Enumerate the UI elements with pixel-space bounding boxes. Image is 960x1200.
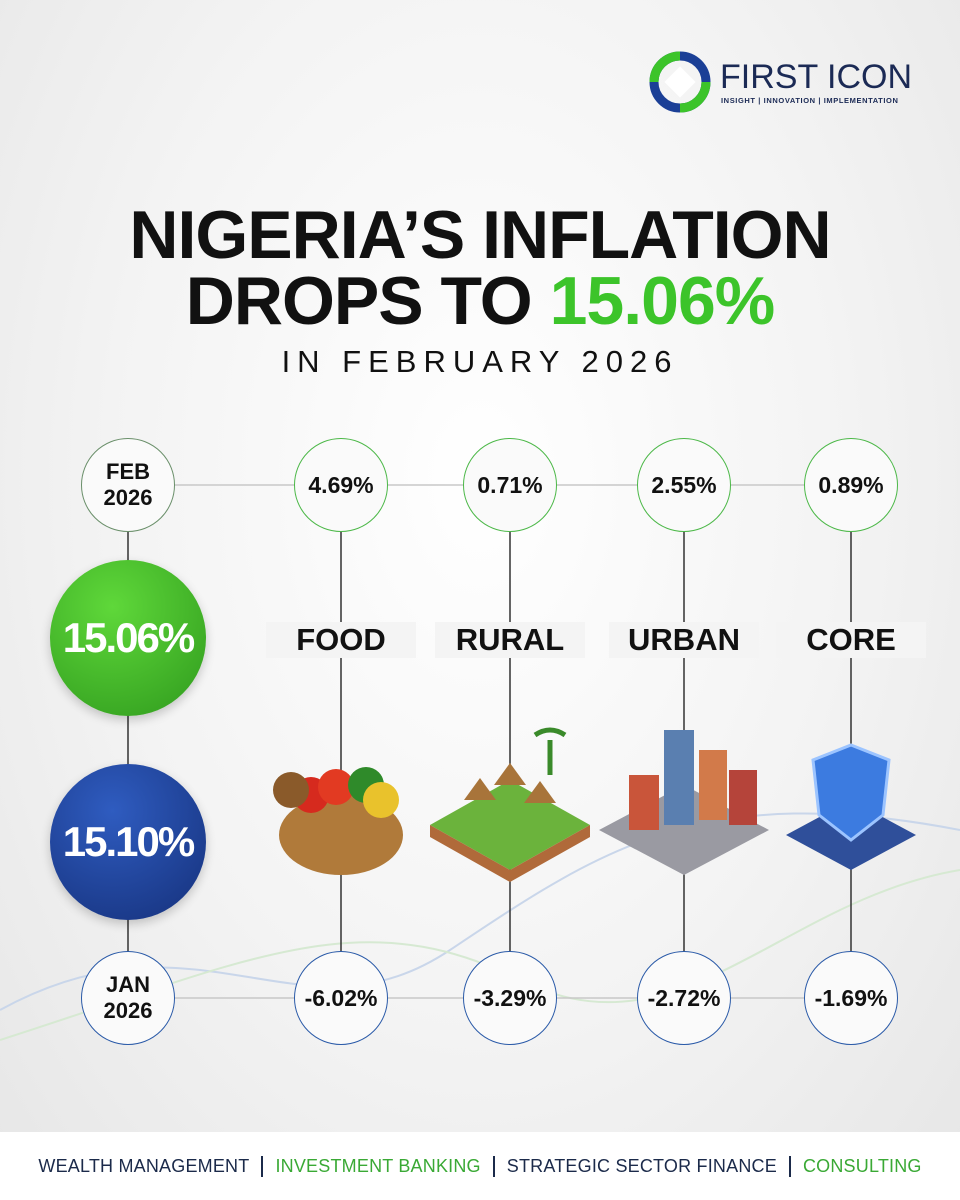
service: INVESTMENT BANKING <box>261 1155 492 1177</box>
headline-line: NIGERIA’S INFLATION <box>129 197 831 273</box>
month: FEB <box>106 459 150 484</box>
current-value: 4.69% <box>294 438 388 532</box>
previous-value: -3.29% <box>463 951 557 1045</box>
indicator-label: CORE <box>776 622 926 658</box>
hut <box>524 781 556 803</box>
previous-value: -6.02% <box>294 951 388 1045</box>
land <box>430 780 590 870</box>
current-value: 0.89% <box>804 438 898 532</box>
logo-name: FIRST ICON <box>720 58 913 96</box>
indicator-icon <box>430 727 590 882</box>
service: CONSULTING <box>788 1155 934 1177</box>
indicator-label: URBAN <box>609 622 759 658</box>
footer: WEALTH MANAGEMENT INVESTMENT BANKING STRAT… <box>0 1132 960 1200</box>
building <box>699 750 727 820</box>
logo-tagline: INSIGHT | INNOVATION | IMPLEMENTATION <box>721 96 899 105</box>
land-side <box>430 825 590 882</box>
previous-value: -1.69% <box>804 951 898 1045</box>
indicator-label: FOOD <box>266 622 416 658</box>
headline-highlight: 15.06% <box>549 263 776 339</box>
year: 2026 <box>103 998 153 1023</box>
indicator-label: RURAL <box>435 622 585 658</box>
produce <box>363 782 399 818</box>
palm <box>533 727 567 775</box>
headline-line: DROPS TO 15.06% <box>0 262 960 340</box>
current-value: 2.55% <box>637 438 731 532</box>
building <box>664 730 694 825</box>
building <box>729 770 757 825</box>
shield <box>811 743 891 842</box>
indicator-icon <box>786 743 916 870</box>
logo-mark <box>649 51 711 113</box>
indicator-icon <box>599 730 769 875</box>
previous-value: -2.72% <box>637 951 731 1045</box>
indicator-icons <box>273 727 916 882</box>
hut <box>494 763 526 785</box>
month: JAN <box>105 972 150 997</box>
service: WEALTH MANAGEMENT <box>38 1155 250 1176</box>
produce <box>318 769 354 805</box>
year: 2026 <box>103 485 153 510</box>
headline-text: DROPS TO <box>185 263 533 339</box>
building <box>629 775 659 830</box>
service: STRATEGIC SECTOR FINANCE <box>492 1155 789 1177</box>
previous-rate: 15.10% <box>50 764 206 920</box>
produce <box>273 772 309 808</box>
current-rate: 15.06% <box>50 560 206 716</box>
indicator-icon <box>273 767 403 875</box>
subtitle: IN FEBRUARY 2026 <box>281 344 679 379</box>
previous-period: JAN 2026 <box>81 951 175 1045</box>
current-period: FEB 2026 <box>81 438 175 532</box>
current-value: 0.71% <box>463 438 557 532</box>
indicator-connectors <box>340 485 852 998</box>
hut <box>464 778 496 800</box>
